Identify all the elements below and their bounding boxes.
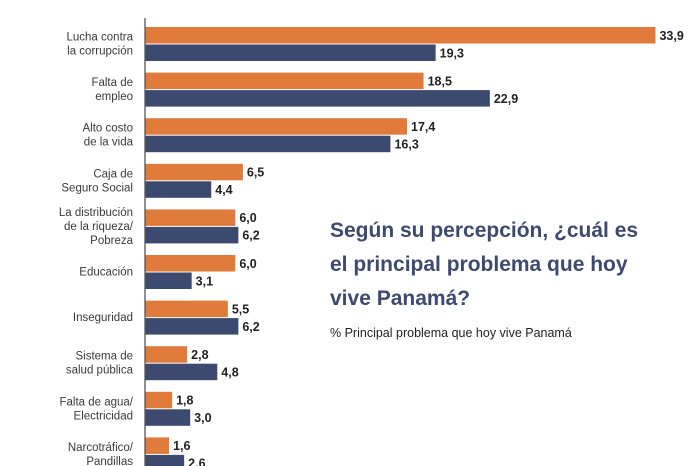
bar-orange	[145, 391, 173, 409]
category-label: Alto costo de la vida	[83, 123, 134, 149]
chart-title-line: vive Panamá?	[330, 287, 471, 310]
bars-group	[145, 27, 656, 466]
value-label: 17,4	[411, 120, 435, 134]
value-label: 1,6	[173, 439, 190, 453]
category-labels: Lucha contra la corrupción Falta de empleo A…	[59, 32, 134, 466]
category-label: Falta de agua/Electricidad	[59, 396, 133, 422]
value-label: 1,8	[176, 394, 193, 408]
value-label: 5,5	[232, 302, 249, 316]
bar-orange	[145, 346, 188, 363]
value-label: 6,2	[242, 229, 259, 243]
value-label: 6,0	[239, 211, 256, 225]
bar-blue	[145, 318, 239, 335]
category-label: Lucha contra la corrupción	[67, 32, 134, 58]
value-label: 33,9	[659, 29, 683, 43]
value-label: 16,3	[394, 137, 418, 151]
bar-orange	[145, 163, 243, 181]
bar-orange	[145, 27, 656, 44]
chart-title-line: el principal problema que hoy	[330, 253, 628, 276]
bar-orange	[145, 437, 170, 454]
bar-orange	[145, 300, 228, 318]
bar-blue	[145, 454, 185, 466]
category-label: Narcotráfico/Pandillas	[68, 442, 134, 466]
chart-title-line: Según su percepción, ¿cuál es	[330, 219, 639, 242]
value-label: 6,0	[239, 257, 256, 271]
value-label: 19,3	[440, 46, 464, 60]
category-label: Educación	[79, 267, 133, 279]
bar-blue	[145, 226, 239, 244]
value-label: 2,8	[191, 348, 208, 362]
value-label: 22,9	[494, 92, 518, 106]
value-label: 6,5	[247, 166, 264, 180]
bar-orange	[145, 72, 424, 90]
bar-blue	[145, 363, 218, 381]
chart-title: Según su percepción, ¿cuál es el princip…	[330, 214, 695, 316]
value-label: 3,1	[196, 274, 213, 288]
bar-blue	[145, 135, 391, 153]
chart-subtitle: % Principal problema que hoy vive Panamá	[330, 326, 572, 340]
bar-blue	[145, 44, 436, 61]
category-label: Caja de Seguro Social	[61, 168, 133, 194]
bar-blue	[145, 409, 191, 426]
bar-orange	[145, 209, 236, 226]
bar-orange	[145, 255, 236, 272]
bar-blue	[145, 90, 490, 107]
value-label: 2,6	[188, 457, 205, 466]
value-label: 18,5	[428, 74, 452, 88]
category-label: Inseguridad	[73, 312, 133, 324]
category-label: Falta de empleo	[91, 77, 133, 103]
category-label: Sistema de salud pública	[66, 351, 134, 377]
value-label: 4,4	[215, 183, 232, 197]
value-labels: 33,9 19,3 18,5 22,9 17,4 16,3 6,5 4,4 6,0 6,2 6,0 3…	[173, 29, 684, 466]
category-label: La distribución de la riqueza/Pobreza	[59, 207, 134, 247]
bar-blue	[145, 181, 212, 198]
bar-blue	[145, 272, 192, 289]
value-label: 6,2	[242, 320, 259, 334]
value-label: 4,8	[221, 365, 238, 379]
bar-orange	[145, 118, 408, 135]
value-label: 3,0	[194, 411, 211, 425]
chart-title-block: Según su percepción, ¿cuál es el princip…	[330, 214, 695, 340]
